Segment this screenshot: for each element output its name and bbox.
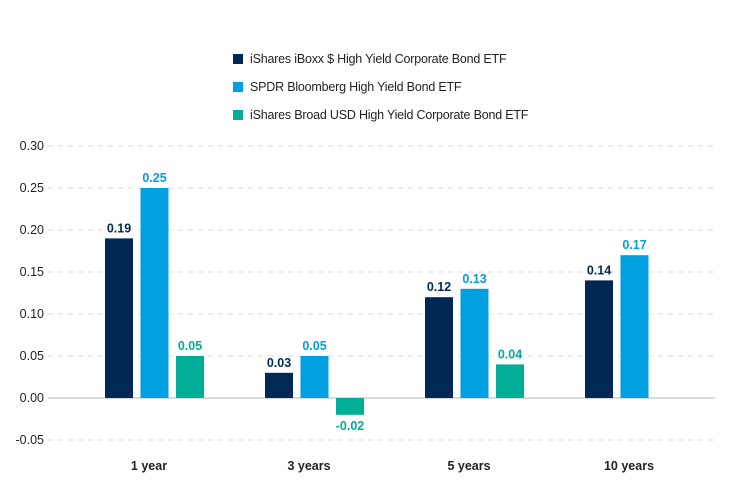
- y-tick-label: -0.05: [16, 433, 45, 447]
- legend-swatch: [233, 110, 243, 120]
- bar: [620, 255, 649, 398]
- x-tick-label: 3 years: [287, 459, 330, 473]
- y-tick-label: 0.15: [20, 265, 44, 279]
- bar: [265, 372, 293, 398]
- data-label: 0.14: [587, 263, 611, 277]
- y-tick-label: 0.30: [20, 139, 44, 153]
- legend-item-ishares-iboxx: iShares iBoxx $ High Yield Corporate Bon…: [233, 45, 528, 73]
- bar: [496, 364, 524, 398]
- x-tick-label: 10 years: [604, 459, 654, 473]
- legend-item-spdr: SPDR Bloomberg High Yield Bond ETF: [233, 73, 528, 101]
- y-tick-label: 0.20: [20, 223, 44, 237]
- data-label: 0.13: [462, 272, 486, 286]
- x-tick-label: 1 year: [131, 459, 167, 473]
- y-tick-label: 0.25: [20, 181, 44, 195]
- legend-swatch: [233, 82, 243, 92]
- data-label: 0.17: [622, 238, 646, 252]
- data-label: 0.04: [498, 347, 522, 361]
- legend-label: SPDR Bloomberg High Yield Bond ETF: [250, 80, 462, 94]
- bar: [105, 238, 133, 398]
- legend-item-ishares-broad: iShares Broad USD High Yield Corporate B…: [233, 101, 528, 129]
- data-label: 0.03: [267, 356, 291, 370]
- legend-label: iShares iBoxx $ High Yield Corporate Bon…: [250, 52, 507, 66]
- legend-swatch: [233, 54, 243, 64]
- bar: [300, 356, 329, 398]
- bar: [585, 280, 613, 398]
- bar: [176, 356, 204, 398]
- legend: iShares iBoxx $ High Yield Corporate Bon…: [233, 45, 528, 129]
- data-label: 0.25: [142, 171, 166, 185]
- bar: [460, 288, 489, 398]
- data-label: 0.05: [178, 339, 202, 353]
- data-label: 0.12: [427, 280, 451, 294]
- legend-label: iShares Broad USD High Yield Corporate B…: [250, 108, 529, 122]
- bar: [336, 398, 364, 415]
- bar: [140, 188, 169, 398]
- y-tick-label: 0.00: [20, 391, 44, 405]
- data-label: 0.19: [107, 221, 131, 235]
- y-tick-label: 0.05: [20, 349, 44, 363]
- data-label: -0.02: [336, 419, 365, 433]
- bar: [425, 297, 453, 398]
- x-tick-label: 5 years: [447, 459, 490, 473]
- y-tick-label: 0.10: [20, 307, 44, 321]
- data-label: 0.05: [302, 339, 326, 353]
